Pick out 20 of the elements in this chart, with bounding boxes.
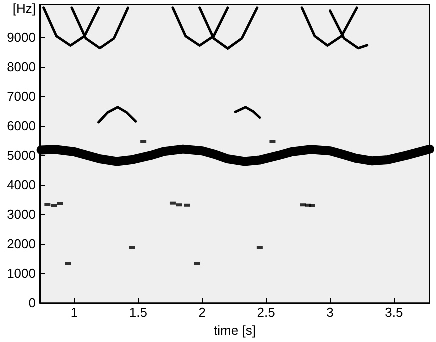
y-tick-label: 4000 — [7, 178, 36, 193]
x-tick-label: 3.5 — [385, 305, 404, 320]
y-tick-label: 3000 — [7, 207, 36, 222]
x-tick-label: 1.5 — [129, 305, 148, 320]
x-tick-label: 2 — [198, 305, 206, 320]
y-axis-title: [Hz] — [12, 1, 36, 16]
y-tick-label: 6000 — [7, 118, 36, 134]
y-tick-label: 9000 — [7, 30, 36, 45]
y-tick-label: 0 — [28, 296, 36, 311]
x-tick-label: 2.5 — [257, 305, 276, 320]
x-tick-label: 3 — [326, 305, 334, 320]
x-tick-label: 1 — [70, 305, 78, 320]
y-tick-label: 2000 — [7, 236, 36, 252]
line-series — [234, 106, 262, 119]
y-tick-label: 5000 — [7, 148, 36, 164]
y-tick-label: 7000 — [7, 88, 36, 104]
line-series — [98, 106, 138, 124]
y-tick-label: 8000 — [7, 59, 36, 74]
y-tick-label: 1000 — [7, 266, 36, 282]
x-axis-title: time [s] — [214, 323, 256, 338]
